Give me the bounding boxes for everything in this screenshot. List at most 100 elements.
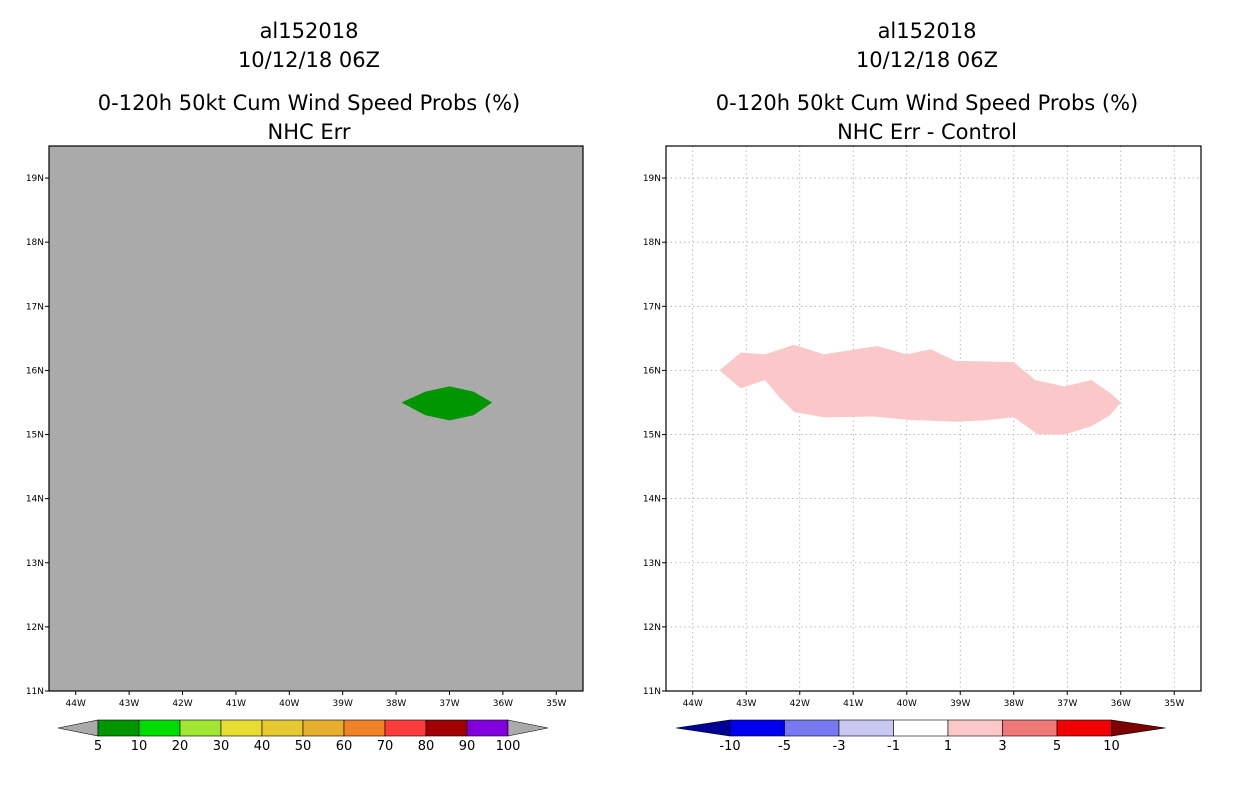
map-plot-border <box>48 145 584 692</box>
x-tick-label: 38W <box>386 699 406 709</box>
colorbar-label: 50 <box>295 739 312 754</box>
colorbar: 5 10 20 30 40 50 60 70 80 90 100 <box>57 719 549 754</box>
region-5-10% <box>401 386 493 421</box>
colorbar-cell <box>466 719 509 737</box>
y-axis: 11N 12N 13N 14N 15N 16N 17N 18N 19N <box>643 174 666 697</box>
gridlines <box>666 146 1201 692</box>
colorbar-cell <box>729 719 785 737</box>
y-tick-label: 14N <box>643 495 661 505</box>
x-tick-label: 42W <box>790 699 810 709</box>
colorbar-cell <box>784 719 840 737</box>
colorbar-high-arrow <box>1111 719 1166 737</box>
colorbar-label: 20 <box>172 739 189 754</box>
x-tick-label: 36W <box>493 699 513 709</box>
y-tick-label: 14N <box>26 495 44 505</box>
colorbar-label: 30 <box>213 739 230 754</box>
y-tick-label: 11N <box>643 687 661 697</box>
y-tick-label: 19N <box>643 174 661 184</box>
panel-nhc-err-minus-control: al152018 10/12/18 06Z 0-120h 50kt Cum Wi… <box>643 19 1202 754</box>
colorbar-label: 5 <box>1053 739 1061 754</box>
init-time-label: 10/12/18 06Z <box>238 48 380 72</box>
x-axis: 44W 43W 42W 41W 40W 39W 38W 37W 36W 35W <box>683 691 1185 709</box>
x-tick-label: 36W <box>1111 699 1131 709</box>
difference-regions <box>719 344 1121 435</box>
colorbar: -10 -5 -3 -1 1 3 5 10 <box>675 719 1166 754</box>
chart-title: 0-120h 50kt Cum Wind Speed Probs (%) <box>716 91 1138 115</box>
colorbar-label: 60 <box>336 739 353 754</box>
colorbar-cell <box>261 719 304 737</box>
y-axis: 11N 12N 13N 14N 15N 16N 17N 18N 19N <box>26 174 49 697</box>
y-tick-label: 16N <box>643 366 661 376</box>
colorbar-label: 70 <box>377 739 394 754</box>
y-tick-label: 15N <box>26 431 44 441</box>
colorbar-cell <box>1056 719 1112 737</box>
x-tick-label: 42W <box>172 699 192 709</box>
x-tick-label: 37W <box>1057 699 1077 709</box>
storm-id-label: al152018 <box>878 19 977 43</box>
chart-title: 0-120h 50kt Cum Wind Speed Probs (%) <box>98 91 520 115</box>
y-tick-label: 19N <box>26 174 44 184</box>
x-tick-label: 43W <box>736 699 756 709</box>
colorbar-label: 5 <box>94 739 102 754</box>
x-tick-label: 40W <box>897 699 917 709</box>
chart-subtitle: NHC Err <box>267 120 350 144</box>
probability-regions <box>401 386 493 421</box>
colorbar-cell <box>947 719 1003 737</box>
panel-nhc-err: al152018 10/12/18 06Z 0-120h 50kt Cum Wi… <box>26 19 584 754</box>
x-tick-label: 44W <box>66 699 86 709</box>
colorbar-cell <box>302 719 345 737</box>
y-tick-label: 18N <box>643 238 661 248</box>
y-tick-label: 11N <box>26 687 44 697</box>
colorbar-label: 40 <box>254 739 271 754</box>
colorbar-cell <box>425 719 468 737</box>
colorbar-label: 10 <box>131 739 148 754</box>
colorbar-cell <box>220 719 263 737</box>
colorbar-cell <box>179 719 222 737</box>
x-tick-label: 43W <box>119 699 139 709</box>
colorbar-label: -1 <box>887 739 900 754</box>
y-tick-label: 12N <box>643 623 661 633</box>
colorbar-label: -3 <box>833 739 846 754</box>
x-tick-label: 40W <box>279 699 299 709</box>
colorbar-label: 3 <box>998 739 1006 754</box>
colorbar-label: 80 <box>418 739 435 754</box>
x-axis: 44W 43W 42W 41W 40W 39W 38W 37W 36W 35W <box>66 691 567 709</box>
colorbar-low-arrow <box>57 719 99 737</box>
colorbar-cell <box>838 719 894 737</box>
colorbar-cell <box>343 719 386 737</box>
y-tick-label: 16N <box>26 366 44 376</box>
colorbar-label: 1 <box>944 739 952 754</box>
x-tick-label: 35W <box>1164 699 1184 709</box>
colorbar-high-arrow <box>507 719 549 737</box>
x-tick-label: 41W <box>226 699 246 709</box>
y-tick-label: 17N <box>26 302 44 312</box>
colorbar-cell <box>138 719 181 737</box>
x-tick-label: 39W <box>950 699 970 709</box>
colorbar-cell <box>893 719 949 737</box>
y-tick-label: 13N <box>26 559 44 569</box>
x-tick-label: 37W <box>439 699 459 709</box>
colorbar-label: 90 <box>459 739 476 754</box>
colorbar-label: 10 <box>1103 739 1120 754</box>
chart-subtitle: NHC Err - Control <box>837 120 1017 144</box>
colorbar-label: 100 <box>496 739 521 754</box>
x-tick-label: 44W <box>683 699 703 709</box>
region-1-3 <box>719 344 1121 435</box>
y-tick-label: 12N <box>26 623 44 633</box>
y-tick-label: 17N <box>643 302 661 312</box>
colorbar-cell <box>97 719 140 737</box>
map-plot-border <box>665 145 1202 692</box>
x-tick-label: 41W <box>843 699 863 709</box>
map-plot-area <box>48 145 584 692</box>
x-tick-label: 38W <box>1004 699 1024 709</box>
colorbar-cell <box>1002 719 1058 737</box>
y-tick-label: 15N <box>643 431 661 441</box>
colorbar-label: -10 <box>719 739 740 754</box>
colorbar-cell <box>384 719 427 737</box>
y-tick-label: 13N <box>643 559 661 569</box>
y-tick-label: 18N <box>26 238 44 248</box>
colorbar-label: -5 <box>778 739 791 754</box>
init-time-label: 10/12/18 06Z <box>856 48 998 72</box>
x-tick-label: 39W <box>333 699 353 709</box>
